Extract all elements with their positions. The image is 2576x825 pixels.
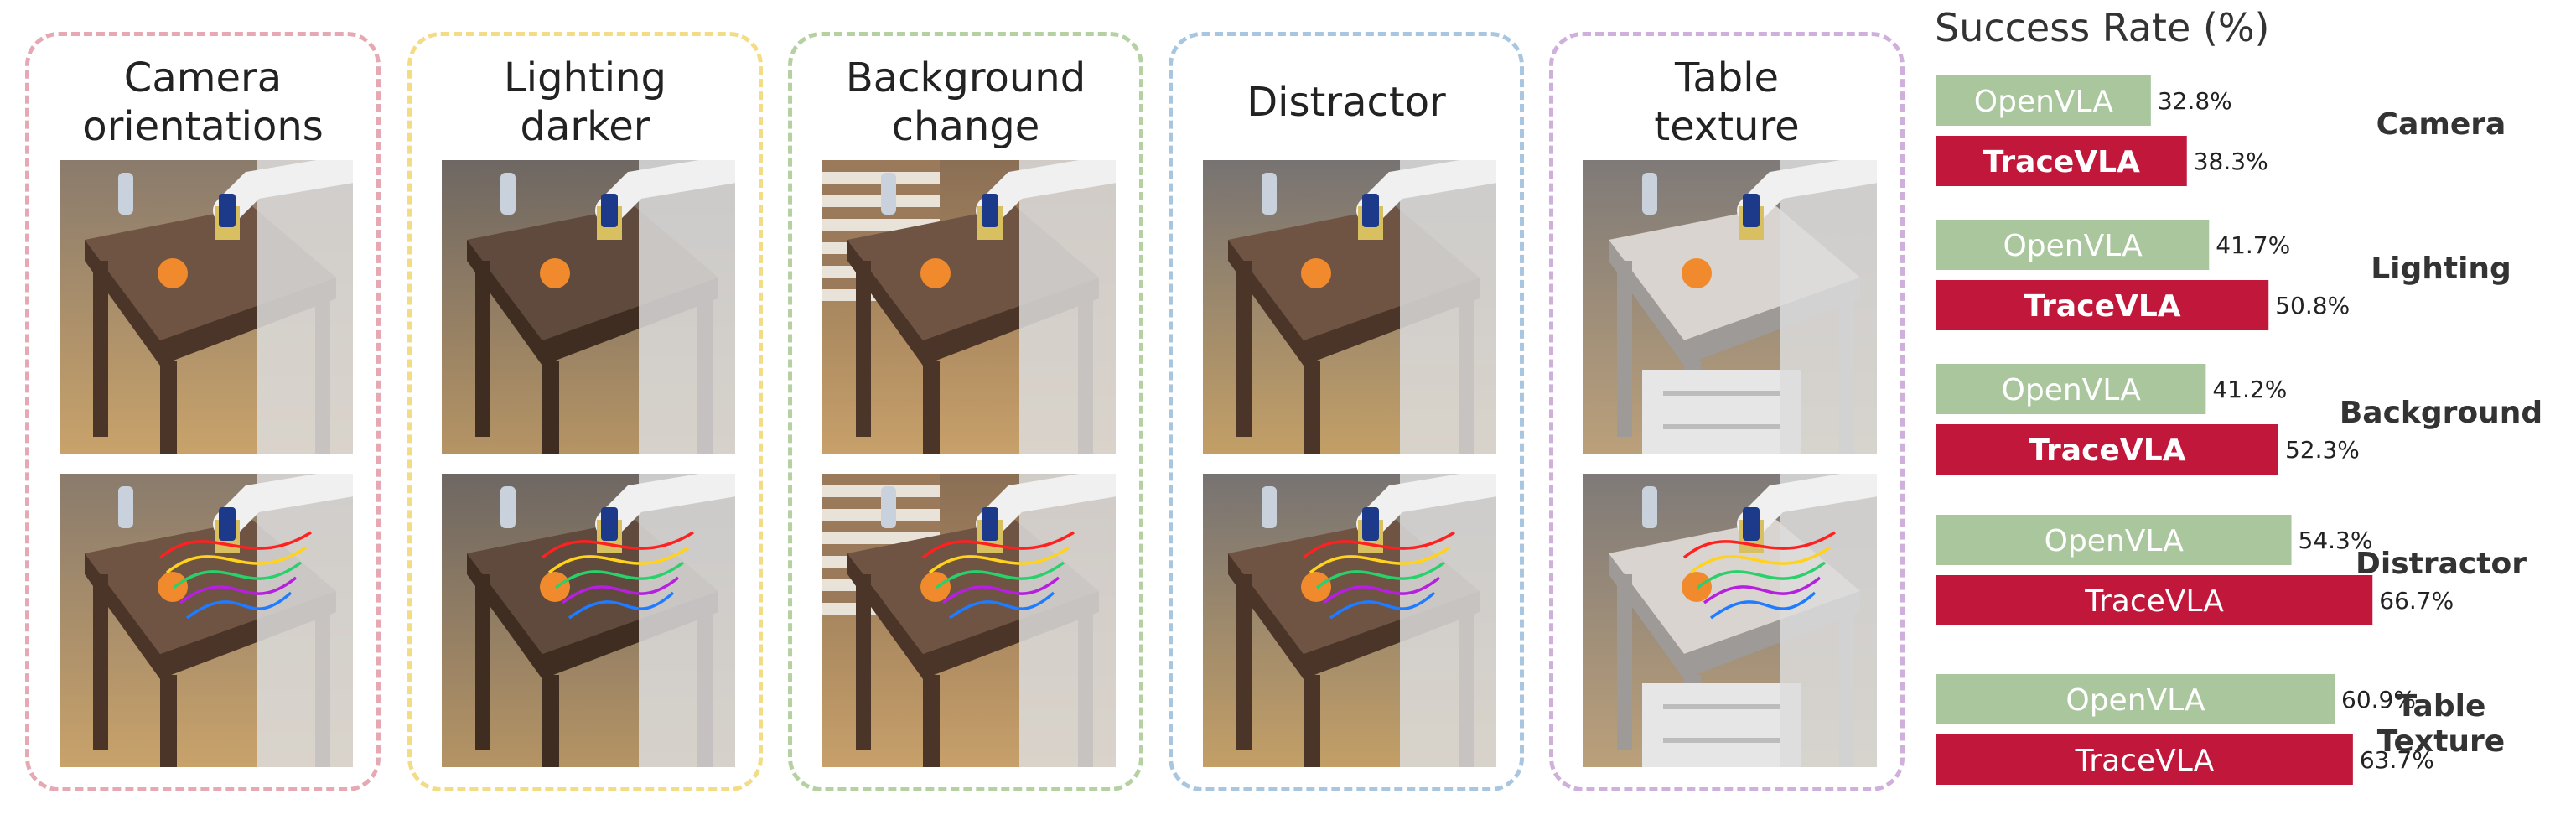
scene-table-original — [1583, 160, 1877, 454]
bar-value-label-tracevla-3: 66.7% — [2379, 587, 2454, 615]
category-label-line: Lighting — [2371, 252, 2511, 286]
category-label-line: Distractor — [2356, 547, 2527, 581]
scene-distractor-traced — [1203, 474, 1496, 767]
bar-openvla-1 — [1936, 220, 2210, 270]
bar-series-label-openvla-0: OpenVLA — [1974, 85, 2114, 119]
bar-value-label-tracevla-4: 63.7% — [2360, 746, 2434, 774]
bar-tracevla-3 — [1936, 575, 2373, 625]
bar-series-label-openvla-1: OpenVLA — [2003, 229, 2143, 263]
category-label-line: Texture — [2377, 724, 2505, 759]
bar-value-label-openvla-2: 41.2% — [2212, 376, 2287, 403]
panel-background: Background change — [788, 32, 1143, 791]
panel-camera: Camera orientations — [25, 32, 381, 791]
bar-series-label-openvla-3: OpenVLA — [2045, 524, 2185, 558]
category-label-line: Background — [2340, 396, 2542, 430]
scene-camera-original — [60, 160, 353, 454]
category-label-1: Lighting — [2371, 252, 2511, 286]
panel-title-camera: Camera orientations — [82, 54, 324, 150]
bar-value-label-openvla-1: 41.7% — [2216, 231, 2290, 259]
chart-title: Success Rate (%) — [1935, 5, 2270, 50]
bar-series-label-tracevla-4: TraceVLA — [2075, 744, 2215, 778]
panel-lighting: Lighting darker — [407, 32, 763, 791]
category-label-2: Background — [2340, 396, 2542, 430]
scene-background-traced — [822, 474, 1116, 767]
bar-openvla-4 — [1936, 674, 2335, 724]
panel-title-lighting: Lighting darker — [503, 54, 666, 150]
scene-lighting-traced — [442, 474, 735, 767]
scene-table-traced — [1583, 474, 1877, 767]
scene-camera-traced — [60, 474, 353, 767]
category-label-line: Camera — [2376, 107, 2506, 142]
panel-title-background: Background change — [845, 54, 1086, 150]
bar-tracevla-1 — [1936, 280, 2269, 330]
bar-tracevla-0 — [1936, 136, 2187, 186]
bar-value-label-openvla-0: 32.8% — [2158, 87, 2232, 115]
bar-series-label-openvla-4: OpenVLA — [2065, 683, 2205, 718]
bar-tracevla-4 — [1936, 734, 2353, 785]
bar-chart-svg: OpenVLA 32.8% TraceVLA 38.3% Camera OpenVLA 41… — [1936, 75, 2542, 785]
category-label-0: Camera — [2376, 107, 2506, 142]
bar-openvla-2 — [1936, 364, 2206, 414]
bar-tracevla-2 — [1936, 424, 2278, 475]
category-label-line: Table — [2397, 689, 2486, 724]
bar-openvla-3 — [1936, 515, 2292, 565]
bar-value-label-tracevla-0: 38.3% — [2194, 148, 2268, 175]
panel-distractor: Distractor — [1169, 32, 1524, 791]
bar-series-label-tracevla-1: TraceVLA — [2024, 289, 2181, 324]
panel-title-distractor: Distractor — [1247, 79, 1446, 126]
bar-series-label-tracevla-0: TraceVLA — [1983, 145, 2140, 179]
bar-value-label-tracevla-2: 52.3% — [2285, 436, 2360, 464]
panel-title-table: Table texture — [1654, 54, 1800, 150]
bar-series-label-tracevla-2: TraceVLA — [2029, 433, 2185, 468]
bar-series-label-openvla-2: OpenVLA — [2002, 373, 2142, 407]
bar-value-label-tracevla-1: 50.8% — [2275, 292, 2350, 319]
category-label-3: Distractor — [2356, 547, 2527, 581]
bar-openvla-0 — [1936, 75, 2151, 126]
success-rate-chart: Success Rate (%) OpenVLA 32.8% TraceVLA 38.… — [1928, 0, 2576, 825]
bar-value-label-openvla-3: 54.3% — [2299, 527, 2373, 554]
bar-series-label-tracevla-3: TraceVLA — [2084, 584, 2224, 619]
scene-background-original — [822, 160, 1116, 454]
panel-table: Table texture — [1549, 32, 1905, 791]
scene-distractor-original — [1203, 160, 1496, 454]
scene-lighting-original — [442, 160, 735, 454]
bar-value-label-openvla-4: 60.9% — [2341, 686, 2416, 713]
category-label-4: Table Texture — [2377, 689, 2505, 759]
